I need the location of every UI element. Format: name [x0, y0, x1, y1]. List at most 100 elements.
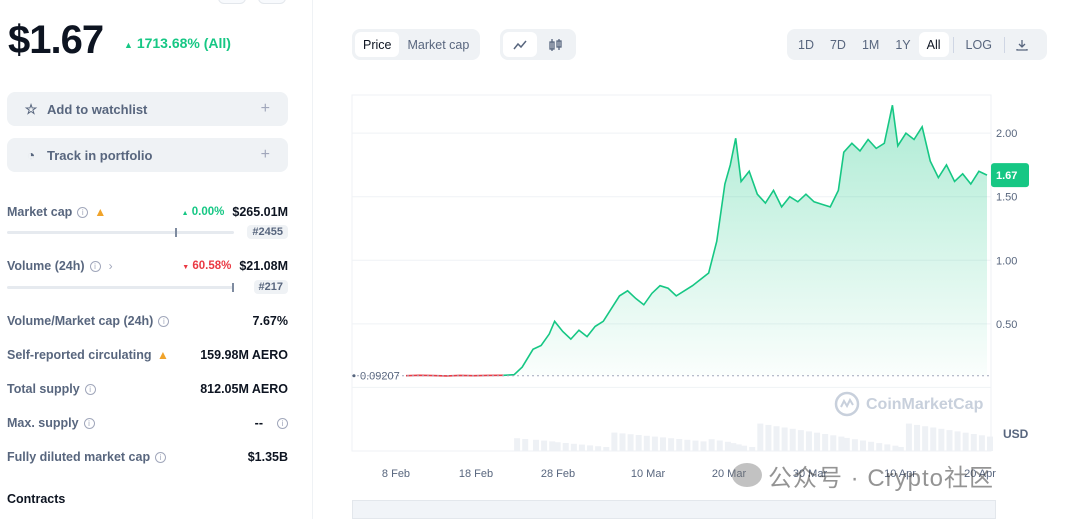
line-chart-button[interactable]	[503, 32, 537, 57]
start-dot	[352, 374, 356, 378]
download-button[interactable]	[1009, 32, 1035, 57]
x-tick-label: 8 Feb	[382, 468, 410, 480]
stat-max-supply: Max. supply i -- i	[7, 416, 288, 430]
add-to-watchlist-button[interactable]: ☆ Add to watchlist +	[7, 92, 288, 126]
market-cap-change: ▲ 0.00%	[182, 206, 225, 218]
volume-bar	[708, 439, 715, 451]
line-chart-icon	[513, 40, 527, 49]
max-supply-value: --	[254, 416, 263, 430]
volume-bar	[922, 426, 929, 451]
volume-label: Volume (24h)	[7, 259, 85, 273]
volume-bar	[651, 436, 658, 451]
x-tick-label: 10 Mar	[631, 468, 666, 480]
tab-price[interactable]: Price	[355, 32, 400, 57]
x-tick-label: 10 Apr	[884, 468, 916, 480]
volume-rank-bar	[7, 283, 234, 292]
volume-bar	[724, 441, 731, 451]
stat-circulating-supply: Self-reported circulating s ▲ 159.98M AE…	[7, 348, 288, 362]
info-icon[interactable]: i	[83, 417, 95, 429]
up-arrow-icon: ▲	[124, 40, 133, 50]
volume-bar	[859, 440, 866, 451]
range-1y[interactable]: 1Y	[895, 37, 911, 52]
track-in-portfolio-button[interactable]: ◔ Track in portfolio +	[7, 138, 288, 172]
volume-bar	[741, 445, 748, 451]
rank-marker	[174, 228, 177, 237]
fdv-value: $1.35B	[247, 450, 288, 464]
price-line	[503, 105, 988, 377]
volume-bar	[987, 436, 993, 451]
range-7d[interactable]: 7D	[829, 37, 846, 52]
volume-bar	[757, 423, 764, 451]
range-1m[interactable]: 1M	[861, 37, 880, 52]
market-cap-value: $265.01M	[232, 205, 288, 219]
volume-bar	[843, 437, 850, 451]
vol-mcap-value: 7.67%	[252, 314, 288, 328]
toolbar-separator	[1003, 36, 1005, 53]
market-cap-label: Market cap	[7, 205, 73, 219]
price-area	[503, 105, 987, 376]
volume-bar	[822, 434, 829, 451]
info-icon[interactable]: i	[89, 260, 101, 272]
price-chart[interactable]: 0.09207 2.00 1.50 1.00 0.50 8 Feb 18 Feb 28 F…	[340, 85, 1040, 490]
info-icon[interactable]: i	[158, 315, 170, 327]
volume-bar	[868, 441, 875, 451]
volume-bar	[587, 445, 594, 451]
total-supply-label: Total supply	[7, 382, 80, 396]
x-tick-label: 20 Mar	[712, 468, 747, 480]
watchlist-label: Add to watchlist	[47, 101, 148, 117]
warning-icon[interactable]: ▲	[157, 348, 169, 362]
download-icon	[1016, 39, 1028, 51]
plus-icon: +	[260, 100, 270, 117]
panel-divider	[312, 0, 313, 519]
warning-icon[interactable]: ▲	[94, 205, 107, 219]
candlestick-icon	[549, 38, 562, 51]
volume-bar	[789, 428, 796, 451]
chart-type-tabs: Price Market cap	[352, 29, 481, 60]
volume-bar	[541, 440, 548, 451]
volume-bar	[603, 447, 610, 451]
circulating-label: Self-reported circulating s	[7, 348, 155, 362]
volume-bar	[914, 424, 921, 451]
volume-bar	[549, 441, 556, 451]
volume-bar	[876, 443, 883, 451]
info-icon[interactable]: i	[155, 451, 167, 463]
range-brush[interactable]	[352, 500, 996, 519]
price-change: ▲ 1713.68% (All)	[124, 35, 231, 51]
y-tick-label: 2.00	[996, 128, 1017, 140]
candlestick-button[interactable]	[537, 32, 573, 57]
volume-bar	[660, 437, 667, 451]
chevron-right-icon[interactable]: ›	[108, 259, 113, 273]
info-icon[interactable]: i	[277, 417, 288, 429]
up-arrow-icon: ▲	[181, 210, 189, 217]
tab-market-cap[interactable]: Market cap	[407, 37, 470, 52]
volume-value: $21.08M	[239, 259, 288, 273]
watermark-text: CoinMarketCap	[866, 396, 984, 413]
start-price-label: 0.09207	[360, 371, 400, 383]
volume-bar	[570, 443, 577, 451]
info-icon[interactable]: i	[77, 206, 89, 218]
range-all[interactable]: All	[918, 32, 949, 57]
circulating-value: 159.98M AERO	[200, 348, 288, 362]
top-stub-button[interactable]	[258, 0, 286, 4]
market-cap-change-value: 0.00%	[191, 206, 225, 218]
volume-bar	[814, 432, 821, 451]
stat-volume-market-cap: Volume/Market cap (24h) i 7.67%	[7, 314, 288, 328]
y-tick-label: 1.50	[996, 192, 1017, 204]
volume-bar	[627, 434, 634, 451]
current-price: $1.67	[8, 18, 104, 62]
range-1d[interactable]: 1D	[798, 37, 814, 52]
fdv-label: Fully diluted market cap	[7, 450, 151, 464]
info-icon[interactable]: i	[84, 383, 96, 395]
volume-bar	[765, 424, 772, 451]
contracts-heading: Contracts	[7, 492, 288, 506]
market-cap-rank-bar	[7, 228, 234, 237]
volume-bar	[781, 427, 788, 451]
volume-bar	[635, 435, 642, 451]
market-cap-rank: #2455	[247, 225, 288, 239]
top-stub-button[interactable]	[218, 0, 246, 4]
volume-bar	[514, 438, 521, 451]
log-scale-button[interactable]: LOG	[965, 37, 992, 52]
volume-bar	[554, 442, 561, 451]
total-supply-value: 812.05M AERO	[200, 382, 288, 396]
volume-bar	[533, 439, 540, 451]
